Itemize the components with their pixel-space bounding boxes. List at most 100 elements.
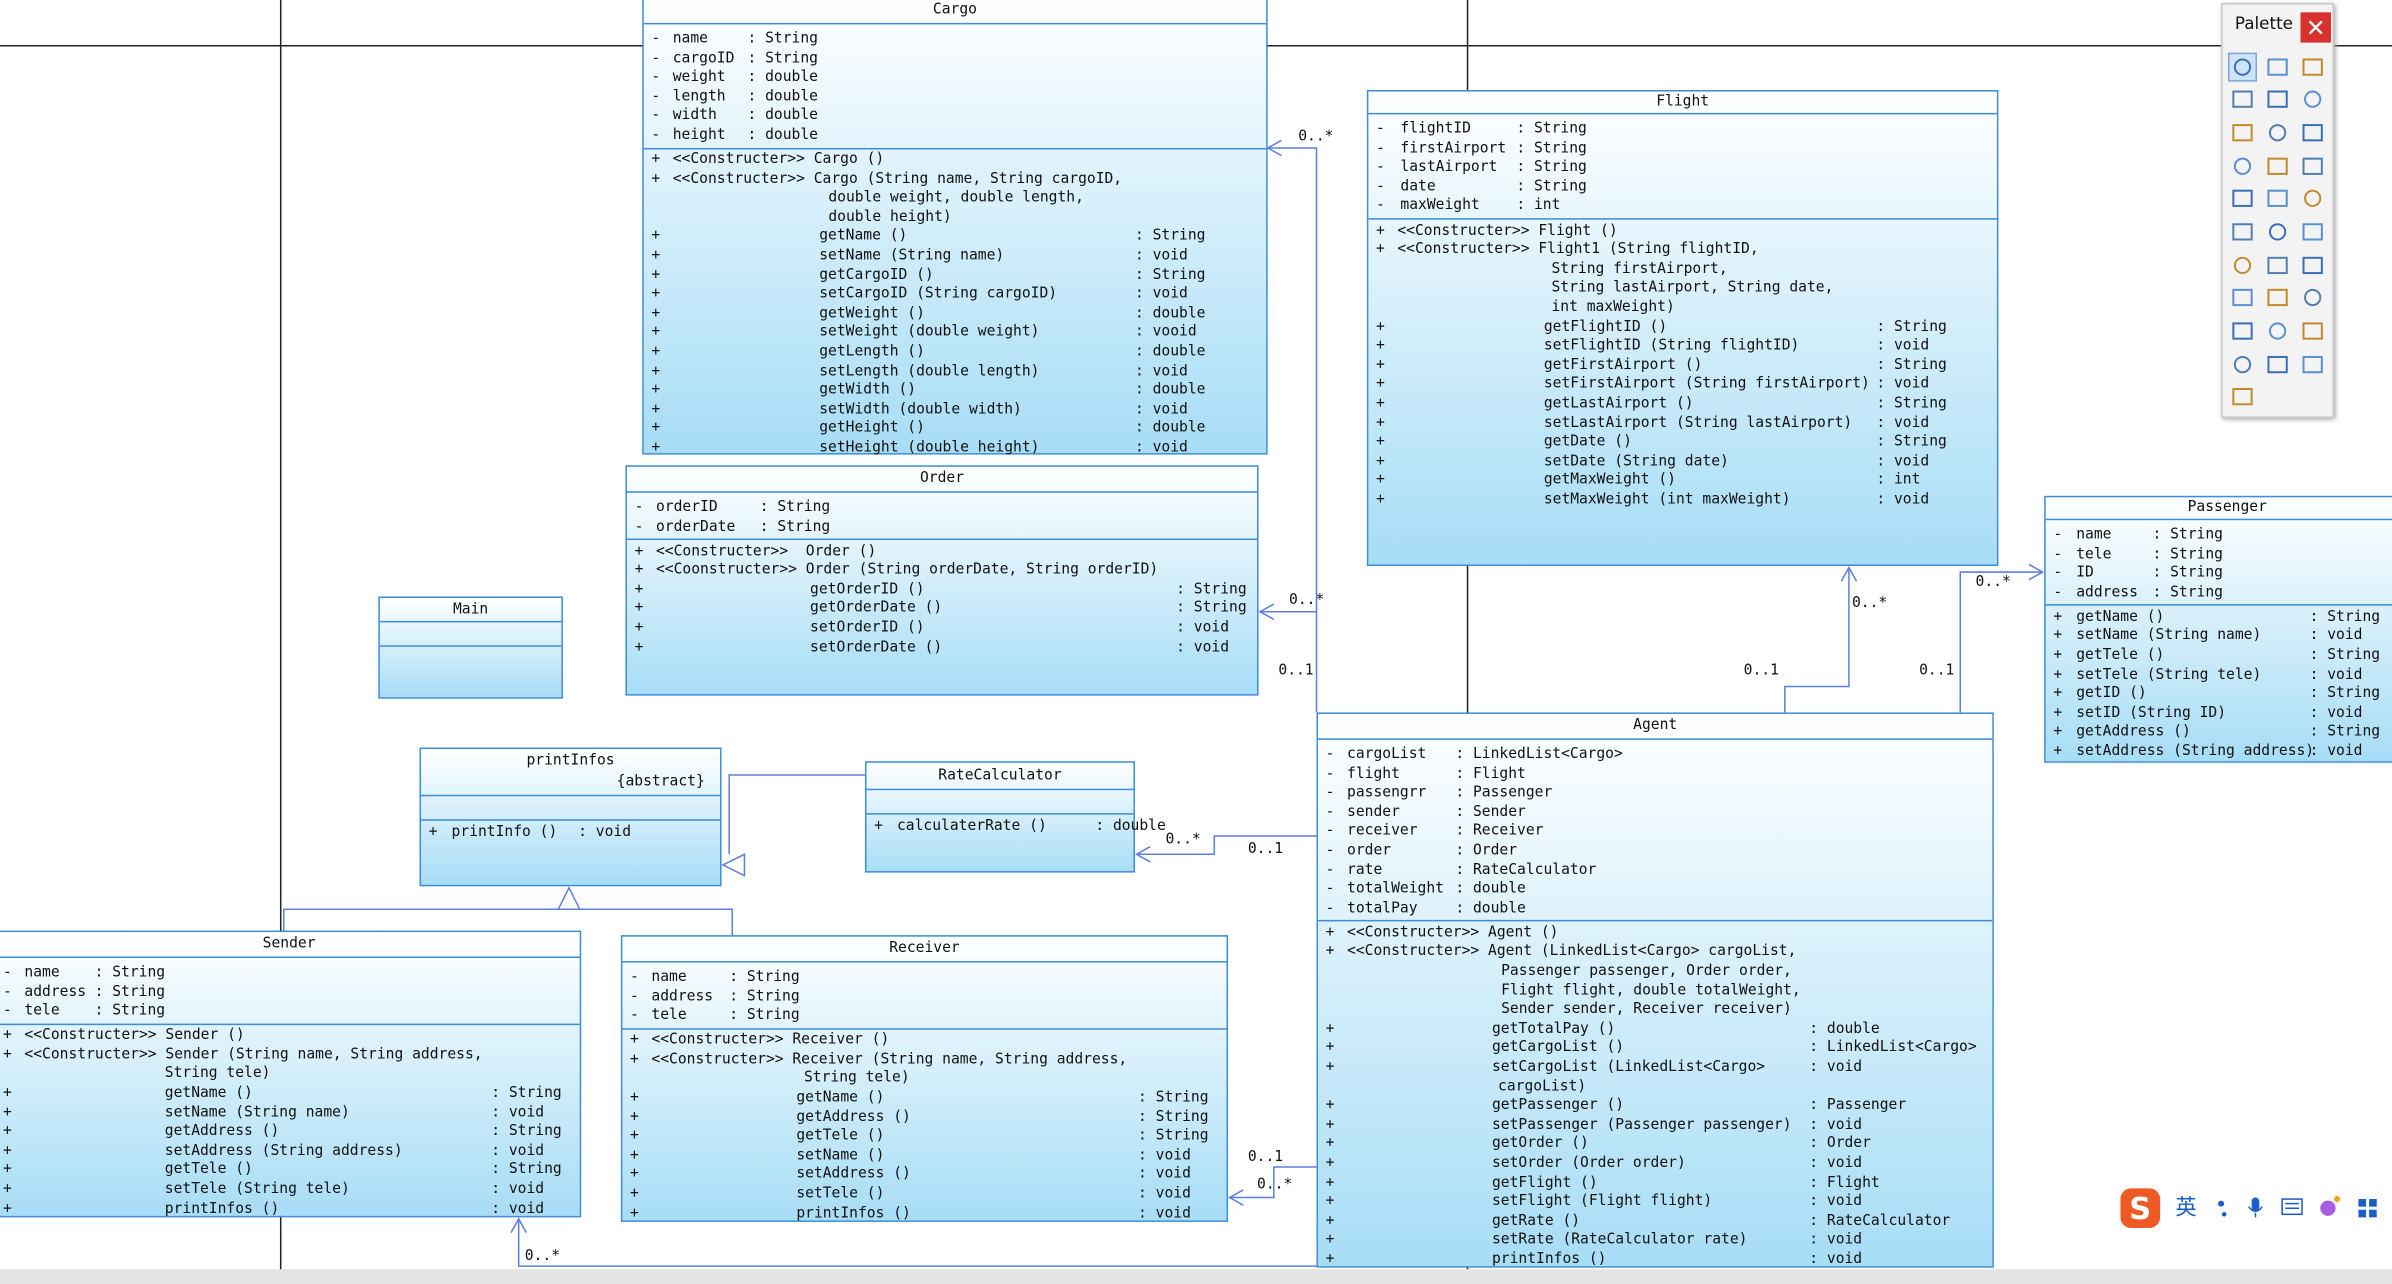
operation-return-type: : String — [1138, 1108, 1209, 1126]
palette-tool[interactable] — [2302, 124, 2323, 142]
operation-signature: getTele () — [164, 1161, 253, 1179]
uml-class: Agent - cargoList: LinkedList<Cargo> - fligh… — [1316, 712, 1994, 1268]
operation-signature: getOrderID () — [810, 581, 925, 598]
palette-tool[interactable] — [2267, 256, 2288, 275]
attribute-name: address — [2076, 583, 2138, 601]
operation-signature: printInfo () — [451, 823, 558, 840]
operation-signature: setPassenger (Passenger passenger) — [1491, 1116, 1792, 1134]
attributes-compartment: - name: String - tele: String - ID: String - ad… — [2045, 518, 2392, 607]
operation-visibility: + — [630, 1185, 639, 1203]
operation-visibility: + — [634, 581, 644, 598]
close-button[interactable] — [2300, 12, 2331, 43]
attribute-type: : Sender — [1455, 803, 1526, 821]
operation-return-type: : void — [578, 823, 632, 840]
operation-signature-continued: String tele) — [803, 1070, 910, 1087]
palette-tool[interactable] — [2304, 288, 2322, 307]
operation-visibility: + — [2053, 666, 2063, 683]
palette-tool[interactable] — [2232, 322, 2253, 340]
operation-signature: setTele () — [796, 1185, 885, 1203]
operation-visibility: + — [651, 170, 661, 188]
operation-visibility: + — [1376, 318, 1385, 335]
ime-toolbar: S 英 — [2117, 1185, 2392, 1231]
attribute-visibility: - — [630, 968, 639, 986]
uml-class: Main — [378, 596, 563, 699]
attributes-compartment: - flightID: String - firstAirport: String - l… — [1368, 112, 1997, 220]
operation-signature: getFirstAirport () — [1543, 356, 1703, 374]
attribute-type: : double — [747, 107, 819, 125]
palette-tool[interactable] — [2232, 223, 2253, 241]
palette-tool[interactable] — [2302, 355, 2323, 374]
attribute-type: : Receiver — [1455, 822, 1544, 840]
palette-tool[interactable] — [2304, 189, 2322, 207]
attribute-name: width — [672, 107, 717, 125]
operation-visibility: + — [1376, 471, 1385, 489]
uml-class: RateCalculator + calculaterRate (): double — [864, 761, 1166, 873]
attribute-visibility: - — [651, 107, 661, 125]
palette-tool[interactable] — [2233, 157, 2252, 175]
operation-visibility: + — [2053, 743, 2063, 760]
palette-tool[interactable] — [2233, 256, 2252, 275]
operation-signature: getOrderDate () — [810, 600, 943, 618]
palette-tool[interactable] — [2267, 90, 2288, 108]
operation-visibility: + — [634, 561, 644, 579]
palette-tool[interactable] — [2232, 388, 2253, 406]
palette-tool[interactable] — [2302, 223, 2323, 241]
palette-tool[interactable] — [2268, 124, 2287, 142]
palette-tool[interactable] — [2302, 58, 2323, 76]
attributes-compartment — [421, 794, 721, 821]
operation-visibility: + — [651, 362, 661, 380]
uml-class: printInfos {abstract} + printInfo (): void — [419, 747, 722, 887]
attribute-name: orderDate — [655, 518, 736, 535]
palette-tool[interactable] — [2268, 322, 2287, 340]
operation-return-type: : void — [1176, 638, 1230, 656]
palette-tool[interactable] — [2233, 355, 2252, 374]
operation-signature: <<Constructer>> Agent () — [1347, 924, 1559, 942]
palette-tool[interactable] — [2232, 189, 2253, 207]
operation-visibility: + — [874, 816, 883, 834]
operation-return-type: : void — [1876, 337, 1930, 355]
operation-return-type: : double — [1134, 420, 1206, 438]
operations-compartment: + <<Constructer>> Agent () + <<Constructer>… — [1318, 920, 1993, 1268]
operation-visibility: + — [428, 823, 438, 840]
attribute-visibility: - — [1325, 745, 1335, 763]
multiplicity-label: 0..1 — [1247, 1148, 1284, 1166]
attribute-visibility: - — [1325, 861, 1335, 879]
operation-visibility: + — [1376, 394, 1385, 412]
operation-signature: <<Constructer>> Agent (LinkedList<Cargo>… — [1347, 943, 1797, 961]
operation-signature: getDate () — [1543, 433, 1632, 451]
palette-tool[interactable] — [2267, 157, 2288, 175]
operation-signature: getName () — [164, 1084, 253, 1102]
uml-class: Passenger - name: String - tele: String - ID: … — [2044, 495, 2392, 763]
palette-tool[interactable] — [2267, 288, 2288, 307]
palette-tool[interactable] — [2267, 58, 2288, 76]
palette-tool[interactable] — [2302, 322, 2323, 340]
palette-tool[interactable] — [2232, 90, 2253, 108]
palette-tool[interactable] — [2228, 52, 2257, 82]
operation-signature: setRate (RateCalculator rate) — [1491, 1231, 1748, 1249]
ime-logo[interactable]: S — [2120, 1188, 2161, 1229]
operation-signature: setName (String name) — [164, 1103, 350, 1121]
operation-return-type: : void — [2309, 666, 2363, 683]
palette-tool[interactable] — [2302, 157, 2323, 175]
operation-signature: setTele (String tele) — [2076, 666, 2262, 683]
attribute-visibility: - — [1325, 842, 1335, 859]
operation-signature: setCargoList (LinkedList<Cargo> — [1491, 1058, 1766, 1076]
attribute-name: sender — [1347, 803, 1400, 821]
palette-tool[interactable] — [2302, 256, 2323, 275]
palette-tool[interactable] — [2304, 90, 2322, 108]
operation-signature-continued: cargoList) — [1498, 1078, 1587, 1095]
palette-tool[interactable] — [2268, 223, 2287, 241]
attribute-type: : LinkedList<Cargo> — [1455, 745, 1623, 763]
operation-visibility: + — [651, 285, 661, 303]
operation-return-type: : String — [1134, 266, 1206, 284]
attribute-type: : String — [2152, 564, 2224, 582]
operation-visibility: + — [651, 304, 661, 322]
palette-tool[interactable] — [2267, 355, 2288, 374]
multiplicity-label: 0..* — [1851, 594, 1888, 612]
operation-signature: setAddress (String address) — [2076, 743, 2315, 760]
palette-tool[interactable] — [2267, 189, 2288, 207]
palette-tool[interactable] — [2232, 124, 2253, 142]
palette-tool[interactable] — [2232, 288, 2253, 307]
attribute-name: lastAirport — [1400, 158, 1498, 176]
ime-language[interactable]: 英 — [2175, 1195, 2197, 1221]
